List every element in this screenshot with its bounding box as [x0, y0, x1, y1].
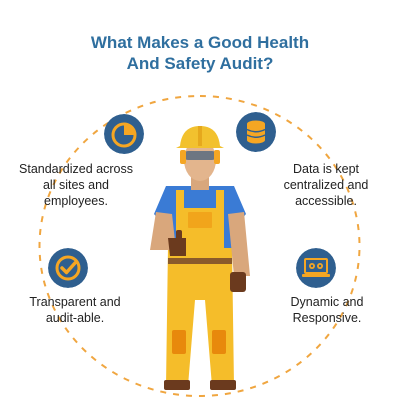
feature-transparent: Transparent and audit-able. [10, 294, 140, 326]
glove-thumbs-up [168, 238, 186, 256]
boot-left [164, 380, 190, 390]
bib-pocket [188, 212, 212, 228]
feature-data-line-2: centralized and [283, 178, 369, 192]
feature-transparent-line-2: audit-able. [45, 311, 105, 325]
ear-muff-right [214, 150, 220, 164]
page-title: What Makes a Good Health And Safety Audi… [0, 32, 400, 74]
goggles [184, 151, 216, 160]
feature-standardized-line-3: employees. [44, 194, 108, 208]
belt [168, 258, 232, 264]
knee-pad-left [172, 330, 186, 354]
feature-dynamic-line-1: Dynamic and [290, 295, 364, 309]
laptop-gears-icon [296, 248, 336, 288]
feature-transparent-line-1: Transparent and [29, 295, 121, 309]
database-icon [236, 112, 276, 152]
feature-dynamic-line-2: Responsive. [292, 311, 362, 325]
glove-thumb [176, 230, 182, 240]
glove-right [230, 272, 246, 292]
pie-chart-icon [104, 114, 144, 154]
arm-right [228, 212, 250, 276]
feature-data-centralized: Data is kept centralized and accessible. [256, 161, 396, 209]
boot-right [210, 380, 236, 390]
check-circle-icon [48, 248, 88, 288]
title-line-1: What Makes a Good Health [90, 33, 310, 52]
feature-data-line-1: Data is kept [292, 162, 359, 176]
title-line-2: And Safety Audit? [126, 54, 274, 73]
feature-standardized-line-2: all sites and [42, 178, 109, 192]
feature-data-line-3: accessible. [295, 194, 357, 208]
feature-standardized-line-1: Standardized across [19, 162, 133, 176]
knee-pad-right [212, 330, 226, 354]
feature-dynamic: Dynamic and Responsive. [262, 294, 392, 326]
hard-hat-ridge [198, 126, 202, 146]
feature-standardized: Standardized across all sites and employ… [6, 161, 146, 209]
overalls-legs [166, 246, 234, 386]
ear-muff-left [180, 150, 186, 164]
